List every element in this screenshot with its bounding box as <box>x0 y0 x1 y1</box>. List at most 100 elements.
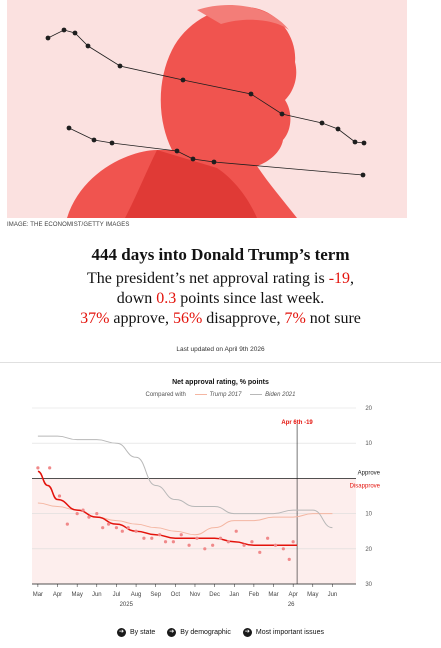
legend-biden-2021: Biden 2021 <box>265 392 296 398</box>
summary-line-2: down 0.3 points since last week. <box>0 289 441 309</box>
poll-point <box>171 540 175 544</box>
poll-point <box>179 533 183 537</box>
poll-point <box>48 466 52 470</box>
summary-text: down <box>116 290 157 307</box>
trend-markers <box>45 27 367 178</box>
poll-point <box>134 529 138 533</box>
poll-point <box>273 543 278 547</box>
approve-label: Approve <box>358 470 381 476</box>
poll-point <box>101 526 105 530</box>
net-approval-chart: 20 10 10 20 30 Approve Disapprove Apr 6th -19 Ma… <box>32 406 381 608</box>
poll-point <box>81 508 85 512</box>
chart-title: Net approval rating, % points <box>172 379 269 386</box>
poll-point <box>234 529 238 533</box>
x-tick-label: Apr <box>288 592 297 598</box>
poll-point <box>163 540 168 544</box>
poll-point <box>187 543 191 547</box>
arrow-right-icon: ➔ <box>242 628 252 637</box>
poll-point <box>158 533 162 537</box>
poll-point <box>195 536 199 540</box>
arrow-right-icon: ➔ <box>117 628 126 637</box>
x-tick-label: Jan <box>229 592 239 598</box>
last-updated: Last updated on April 9th 2026 <box>176 346 265 353</box>
legend-trump-2017: Trump 2017 <box>209 392 242 398</box>
image-credit: IMAGE: THE ECONOMIST/GETTY IMAGES <box>7 222 130 228</box>
summary-text: The president’s net approval rating is <box>86 270 329 287</box>
x-tick-label: May <box>307 592 318 598</box>
x-tick-label: Jun <box>328 592 338 598</box>
disapprove-value: 56% <box>172 310 203 327</box>
approval-summary: The president’s net approval rating is -… <box>0 269 441 329</box>
most-important-issues-link[interactable]: ➔ Most important issues <box>242 628 324 637</box>
x-tick-label: Feb <box>249 592 260 598</box>
x-tick-label: Apr <box>53 592 62 598</box>
poll-point <box>287 557 291 561</box>
x-tick-label: Dec <box>209 592 220 598</box>
disapprove-band <box>32 478 356 584</box>
trump-2025-line <box>37 470 298 547</box>
poll-point <box>226 540 230 544</box>
year-label: 26 <box>288 602 295 608</box>
x-tick-label: Nov <box>190 592 201 598</box>
poll-point <box>87 515 91 519</box>
poll-point <box>150 536 154 540</box>
link-label: By state <box>130 629 156 636</box>
y-tick-label: 20 <box>365 547 372 553</box>
not-sure-value: 7% <box>284 310 306 327</box>
poll-point <box>218 536 223 540</box>
x-tick-label: Oct <box>171 592 181 598</box>
legend-swatch-biden-2021 <box>250 393 263 395</box>
poll-point <box>242 543 246 547</box>
summary-line-3: 37% approve, 56% disapprove, 7% not sure <box>0 309 441 329</box>
summary-text: , <box>350 270 355 287</box>
x-tick-label: Mar <box>33 592 43 598</box>
arrow-right-icon: ➔ <box>167 628 177 637</box>
poll-point <box>142 536 146 540</box>
annotation-label: Apr 6th -19 <box>281 420 313 426</box>
poll-point <box>258 550 262 554</box>
weekly-change-value: 0.3 <box>156 290 177 307</box>
x-tick-label: Aug <box>131 592 142 598</box>
y-tick-label: 20 <box>365 406 372 412</box>
portrait-illustration <box>45 4 367 218</box>
poll-point <box>57 494 62 498</box>
page-title: 444 days into Donald Trump’s term <box>91 245 350 264</box>
x-tick-label: Sep <box>150 592 161 598</box>
hair-highlight <box>197 4 289 30</box>
legend-swatch-trump-2017 <box>194 393 207 395</box>
portrait-silhouette <box>67 6 297 218</box>
chart-legend: Compared with Trump 2017 Biden 2021 <box>0 392 441 398</box>
x-tick-label: Mar <box>268 592 278 598</box>
poll-point <box>75 512 79 516</box>
y-tick-label: 10 <box>365 441 372 447</box>
poll-point <box>211 543 215 547</box>
year-label: 2025 <box>120 602 134 608</box>
approve-value: 37% <box>80 310 110 327</box>
poll-point <box>126 526 130 530</box>
x-tick-label: Jun <box>92 592 102 598</box>
x-tick-label: Jul <box>113 592 121 598</box>
poll-point <box>266 536 270 540</box>
summary-line-1: The president’s net approval rating is -… <box>0 269 441 289</box>
footer-links: ➔ By state ➔ By demographic ➔ Most impor… <box>0 628 441 637</box>
section-divider <box>0 362 441 363</box>
poll-point <box>281 547 285 551</box>
poll-point <box>250 540 254 544</box>
hero-illustration <box>7 0 407 218</box>
net-rating-value: -19 <box>328 270 351 287</box>
summary-text: approve, <box>109 310 173 327</box>
summary-text: points since last week. <box>176 290 325 307</box>
poll-point <box>203 547 207 551</box>
summary-text: disapprove, <box>202 310 285 327</box>
summary-text: not sure <box>305 310 361 327</box>
poll-point <box>95 512 99 516</box>
by-state-link[interactable]: ➔ By state <box>117 628 155 637</box>
by-demographic-link[interactable]: ➔ By demographic <box>167 628 231 637</box>
x-tick-label: May <box>71 592 82 598</box>
legend-caption: Compared with <box>145 392 186 398</box>
poll-point <box>65 522 69 526</box>
link-label: By demographic <box>180 629 231 636</box>
suit-shoulder <box>125 150 257 218</box>
poll-point <box>120 529 124 533</box>
poll-point <box>106 522 111 526</box>
